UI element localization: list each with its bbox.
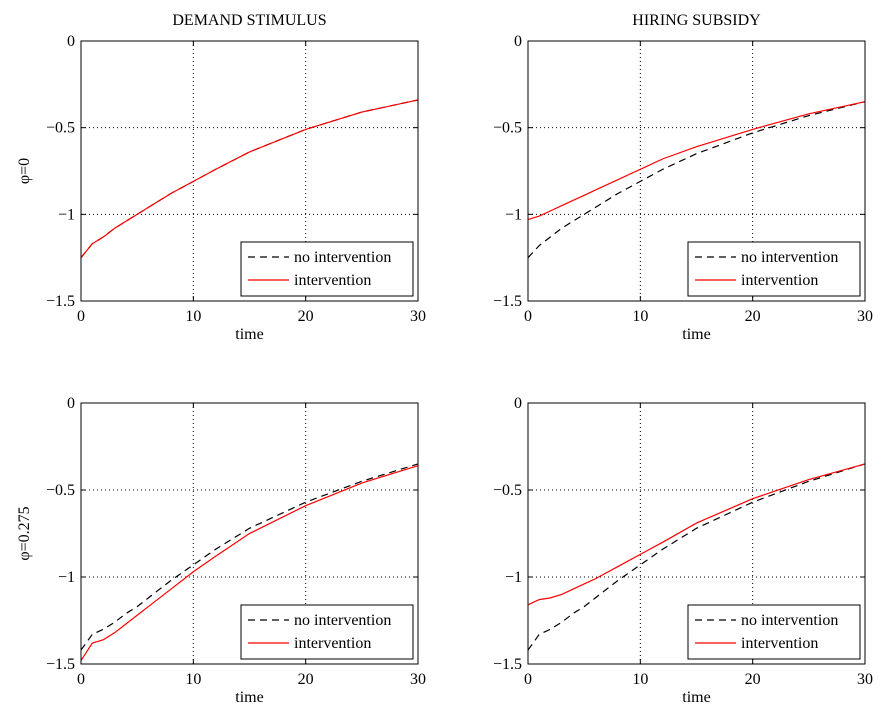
x-tick-label: 0 [524,671,532,688]
x-axis-label: time [682,689,710,706]
x-tick-label: 0 [77,671,85,688]
x-tick-label: 0 [77,308,85,325]
x-tick-label: 30 [857,671,873,688]
y-tick-label: −1 [58,569,75,586]
y-tick-label: −1.5 [493,656,522,673]
y-tick-label: −1.5 [46,293,75,310]
y-tick-label: 0 [514,33,522,50]
y-tick-label: 0 [67,395,75,412]
legend-label: no intervention [741,249,838,266]
x-tick-label: 10 [185,671,201,688]
y-tick-label: −1.5 [46,656,75,673]
chart-title: DEMAND STIMULUS [172,12,326,29]
x-tick-label: 30 [857,308,873,325]
y-axis-label: φ=0 [16,158,33,184]
legend-label: no intervention [294,249,391,266]
x-tick-label: 20 [298,308,314,325]
series-line-no-intervention [80,463,419,651]
x-tick-label: 30 [410,671,426,688]
x-tick-label: 20 [298,671,314,688]
y-tick-label: −1.5 [493,293,522,310]
x-tick-label: 10 [632,671,648,688]
x-tick-label: 0 [524,308,532,325]
x-tick-label: 30 [410,308,426,325]
chart-title: HIRING SUBSIDY [632,12,761,29]
legend-box [240,604,414,660]
legend-box [687,604,861,660]
y-tick-label: −0.5 [46,120,75,137]
legend-box [240,241,414,297]
legend-label: intervention [741,635,818,652]
y-tick-label: −0.5 [46,482,75,499]
series-line-no-intervention [527,463,866,651]
x-tick-label: 20 [745,671,761,688]
y-tick-label: −0.5 [493,120,522,137]
y-tick-label: −1 [58,206,75,223]
axes-box [527,402,866,665]
y-tick-label: −1 [505,569,522,586]
x-axis-label: time [235,689,263,706]
series-line-no-intervention [527,101,866,259]
legend: no intervention intervention [240,604,414,660]
series-line-intervention [80,99,419,259]
y-tick-label: −0.5 [493,482,522,499]
legend: no intervention intervention [687,604,861,660]
chart-panel-2: 0 10 20 30 −1.5 −1 −0.5 0 time HIRING SUBSIDY no i… [493,12,873,343]
legend-label: no intervention [741,612,838,629]
x-axis-label: time [682,326,710,343]
legend: no intervention intervention [687,241,861,297]
legend-label: intervention [294,272,371,289]
legend-label: no intervention [294,612,391,629]
x-tick-label: 20 [745,308,761,325]
y-tick-label: −1 [505,206,522,223]
x-tick-label: 10 [632,308,648,325]
chart-panel-1: 0 10 20 30 −1.5 −1 −0.5 0 time φ=0 DEMAND STIMULUS… [16,12,426,343]
chart-panel-4: 0 10 20 30 −1.5 −1 −0.5 0 time no intervention int… [493,395,873,706]
y-tick-label: 0 [514,395,522,412]
x-axis-label: time [235,326,263,343]
axes-box [80,402,419,665]
series-line-intervention [80,465,419,661]
legend: no intervention intervention [240,241,414,297]
y-tick-label: 0 [67,33,75,50]
axes-box [527,40,866,302]
legend-box [687,241,861,297]
legend-label: intervention [294,635,371,652]
x-tick-label: 10 [185,308,201,325]
axes-box [80,40,419,302]
series-line-intervention [527,463,866,606]
series-line-intervention [527,101,866,221]
legend-label: intervention [741,272,818,289]
y-axis-label: φ=0.275 [16,506,33,560]
chart-panel-3: 0 10 20 30 −1.5 −1 −0.5 0 time φ=0.275 no interven… [16,395,426,706]
